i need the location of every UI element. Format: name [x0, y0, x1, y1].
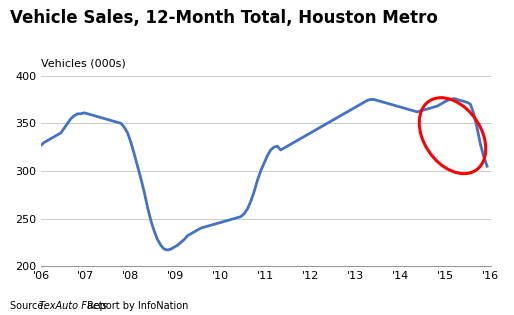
Text: Source:: Source:: [10, 301, 50, 311]
Text: TexAuto Facts: TexAuto Facts: [39, 301, 107, 311]
Text: Report by InfoNation: Report by InfoNation: [84, 301, 188, 311]
Text: Vehicles (000s): Vehicles (000s): [41, 58, 126, 68]
Text: Vehicle Sales, 12-Month Total, Houston Metro: Vehicle Sales, 12-Month Total, Houston M…: [10, 9, 438, 27]
